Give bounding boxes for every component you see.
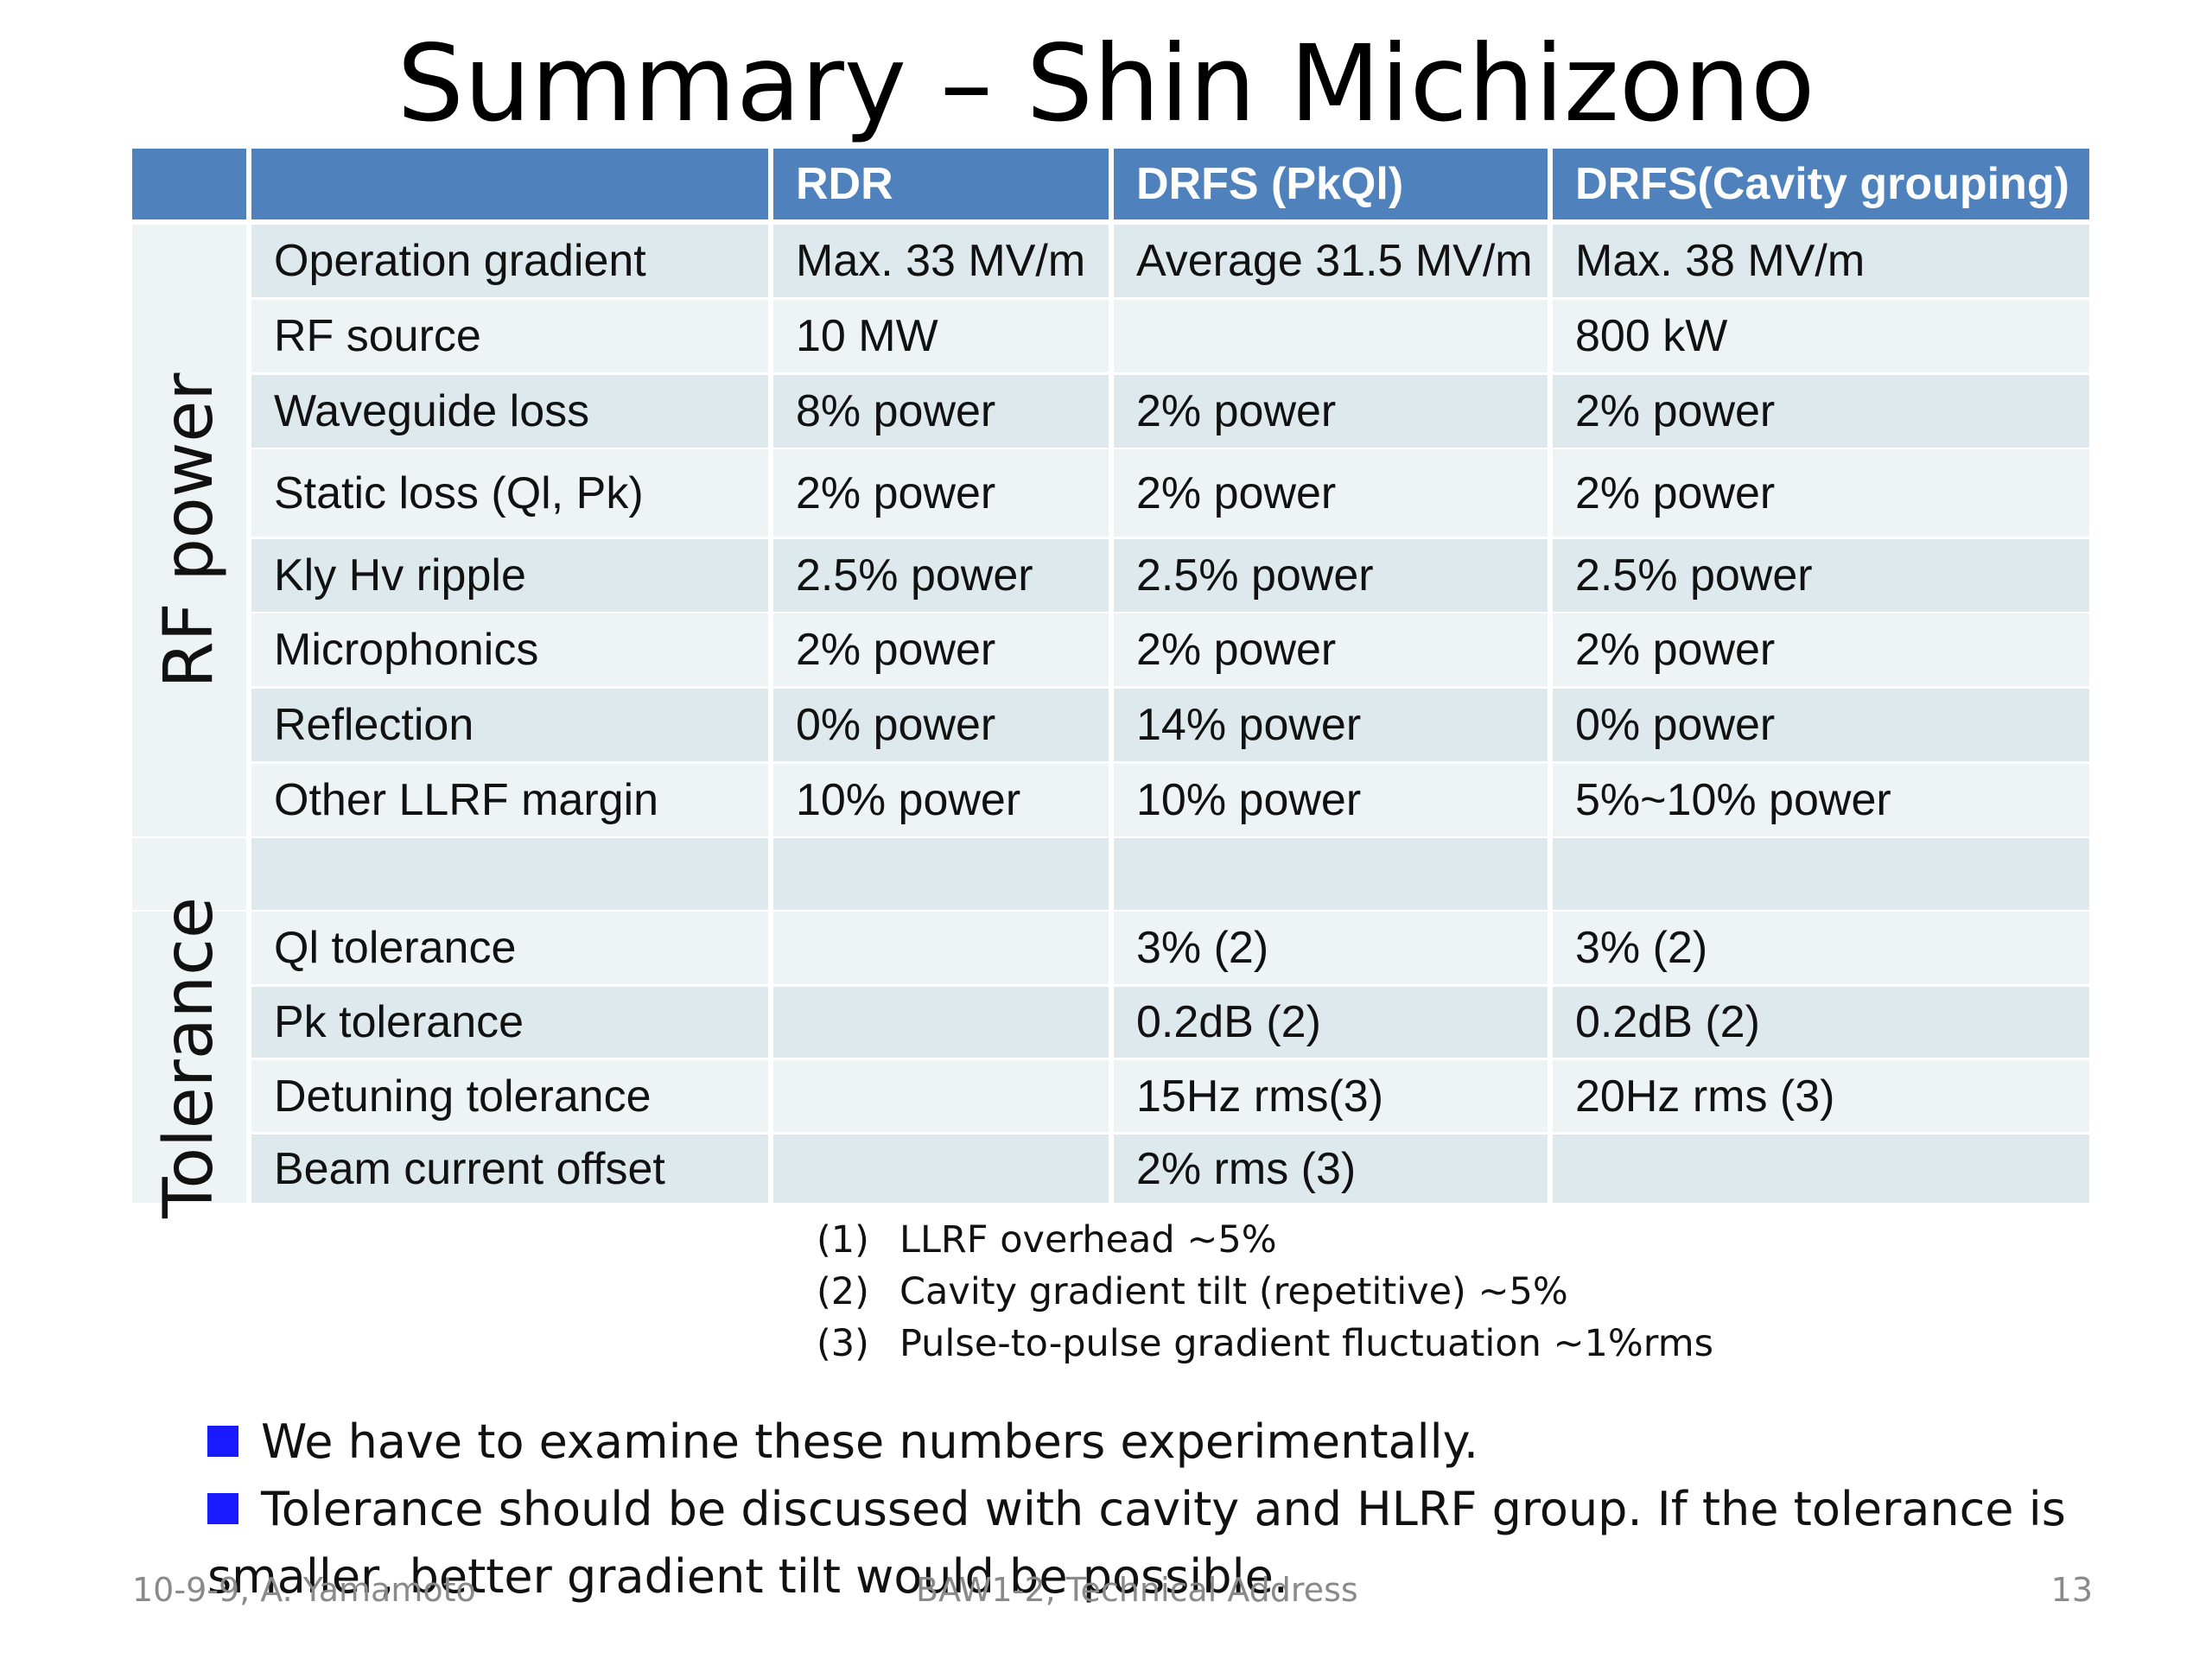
page-number: 13 bbox=[2050, 1571, 2093, 1609]
bullet-list: We have to examine these numbers experim… bbox=[207, 1408, 2108, 1611]
drfs-cavity-grouping-cell: 0% power bbox=[1553, 689, 2089, 761]
drfs-pkql-cell: 2% power bbox=[1114, 613, 1548, 686]
drfs-pkql-cell: 14% power bbox=[1114, 689, 1548, 761]
footnote: (2) Cavity gradient tilt (repetitive) ~5% bbox=[817, 1270, 1568, 1313]
drfs-cavity-grouping-cell: 3% (2) bbox=[1553, 912, 2089, 984]
rdr-cell: Max. 33 MV/m bbox=[773, 225, 1109, 297]
row-label-cell: Detuning tolerance bbox=[251, 1060, 768, 1132]
drfs-pkql-cell bbox=[1114, 300, 1548, 372]
table-row: Ql tolerance 3% (2) 3% (2) bbox=[132, 912, 2089, 984]
bullet-continuation: smaller, better gradient tilt would be p… bbox=[207, 1549, 1288, 1604]
drfs-pkql-cell: 2% power bbox=[1114, 375, 1548, 448]
summary-table: RDR DRFS (PkQl) DRFS(Cavity grouping) RF… bbox=[132, 149, 2089, 1217]
header-cell-drfs-cavity-grouping: DRFS(Cavity grouping) bbox=[1553, 149, 2089, 219]
drfs-cavity-grouping-cell: 800 kW bbox=[1553, 300, 2089, 372]
rdr-cell: 2% power bbox=[773, 449, 1109, 537]
bullet-square-icon bbox=[207, 1493, 238, 1524]
rdr-cell bbox=[773, 912, 1109, 984]
table-row: Operation gradient Max. 33 MV/m Average 31… bbox=[132, 225, 2089, 297]
slide-title: Summary – Shin Michizono bbox=[397, 22, 1815, 145]
row-label-cell: Other LLRF margin bbox=[251, 764, 768, 836]
drfs-cavity-grouping-cell: 2% power bbox=[1553, 375, 2089, 448]
group-spacer bbox=[132, 838, 246, 910]
drfs-cavity-grouping-cell: 5%~10% power bbox=[1553, 764, 2089, 836]
rdr-cell bbox=[773, 838, 1109, 910]
footnote: (1) LLRF overhead ~5% bbox=[817, 1218, 1277, 1262]
drfs-cavity-grouping-cell: 0.2dB (2) bbox=[1553, 987, 2089, 1058]
rdr-cell: 2% power bbox=[773, 613, 1109, 686]
table-row: Microphonics 2% power 2% power 2% power bbox=[132, 613, 2089, 686]
rdr-cell: 10 MW bbox=[773, 300, 1109, 372]
drfs-cavity-grouping-cell: 20Hz rms (3) bbox=[1553, 1060, 2089, 1132]
row-label-cell: Reflection bbox=[251, 689, 768, 761]
row-label-cell bbox=[251, 838, 768, 910]
group-rf-power: RF power bbox=[132, 225, 246, 836]
drfs-pkql-cell: 15Hz rms(3) bbox=[1114, 1060, 1548, 1132]
row-label-cell: Kly Hv ripple bbox=[251, 539, 768, 612]
header-cell-drfs-pkql: DRFS (PkQl) bbox=[1114, 149, 1548, 219]
drfs-pkql-cell: 2.5% power bbox=[1114, 539, 1548, 612]
table-row: Reflection 0% power 14% power 0% power bbox=[132, 689, 2089, 761]
table-row: Kly Hv ripple 2.5% power 2.5% power 2.5% po… bbox=[132, 539, 2089, 612]
table-row: Waveguide loss 8% power 2% power 2% power bbox=[132, 375, 2089, 448]
row-label-cell: Ql tolerance bbox=[251, 912, 768, 984]
drfs-pkql-cell: 3% (2) bbox=[1114, 912, 1548, 984]
drfs-cavity-grouping-cell: 2.5% power bbox=[1553, 539, 2089, 612]
rdr-cell bbox=[773, 987, 1109, 1058]
table-row: Pk tolerance 0.2dB (2) 0.2dB (2) bbox=[132, 987, 2089, 1058]
rdr-cell bbox=[773, 1060, 1109, 1132]
footnotes: (1) LLRF overhead ~5% (2) Cavity gradient … bbox=[817, 1214, 1713, 1370]
drfs-pkql-cell: 0.2dB (2) bbox=[1114, 987, 1548, 1058]
table-row: RF source 10 MW 800 kW bbox=[132, 300, 2089, 372]
table-row bbox=[132, 838, 2089, 910]
header-cell-group bbox=[132, 149, 246, 219]
row-label-cell: Static loss (Ql, Pk) bbox=[251, 449, 768, 537]
rdr-cell bbox=[773, 1135, 1109, 1203]
header-cell-rdr: RDR bbox=[773, 149, 1109, 219]
drfs-pkql-cell: 2% rms (3) bbox=[1114, 1135, 1548, 1203]
drfs-pkql-cell bbox=[1114, 838, 1548, 910]
bullet-square-icon bbox=[207, 1426, 238, 1457]
drfs-cavity-grouping-cell: Max. 38 MV/m bbox=[1553, 225, 2089, 297]
drfs-pkql-cell: 10% power bbox=[1114, 764, 1548, 836]
table-row: Detuning tolerance 15Hz rms(3) 20Hz rms (3… bbox=[132, 1060, 2089, 1132]
drfs-pkql-cell: 2% power bbox=[1114, 449, 1548, 537]
rdr-cell: 2.5% power bbox=[773, 539, 1109, 612]
row-label-cell: Beam current offset bbox=[251, 1135, 768, 1203]
footer-event: BAW1-2, Technical Address bbox=[916, 1571, 1358, 1609]
rdr-cell: 10% power bbox=[773, 764, 1109, 836]
rdr-cell: 0% power bbox=[773, 689, 1109, 761]
footer-author: 10-9-9, A. Yamamoto bbox=[132, 1571, 476, 1609]
row-label-cell: Operation gradient bbox=[251, 225, 768, 297]
rdr-cell: 8% power bbox=[773, 375, 1109, 448]
footnote: (3) Pulse-to-pulse gradient fluctuation ~… bbox=[817, 1322, 1713, 1365]
bullet-item: We have to examine these numbers experim… bbox=[207, 1408, 2108, 1476]
row-label-cell: Waveguide loss bbox=[251, 375, 768, 448]
table-row: Static loss (Ql, Pk) 2% power 2% power 2% p… bbox=[132, 449, 2089, 537]
row-label-cell: Pk tolerance bbox=[251, 987, 768, 1058]
table-row: Other LLRF margin 10% power 10% power 5%~10… bbox=[132, 764, 2089, 836]
drfs-cavity-grouping-cell bbox=[1553, 1135, 2089, 1203]
drfs-cavity-grouping-cell: 2% power bbox=[1553, 613, 2089, 686]
row-label-cell: RF source bbox=[251, 300, 768, 372]
drfs-pkql-cell: Average 31.5 MV/m bbox=[1114, 225, 1548, 297]
table-row: Beam current offset 2% rms (3) bbox=[132, 1135, 2089, 1203]
group-tolerance: Tolerance bbox=[132, 897, 246, 1217]
header-cell-item bbox=[251, 149, 768, 219]
row-label-cell: Microphonics bbox=[251, 613, 768, 686]
bullet-item: Tolerance should be discussed with cavit… bbox=[207, 1476, 2108, 1543]
drfs-cavity-grouping-cell bbox=[1553, 838, 2089, 910]
drfs-cavity-grouping-cell: 2% power bbox=[1553, 449, 2089, 537]
